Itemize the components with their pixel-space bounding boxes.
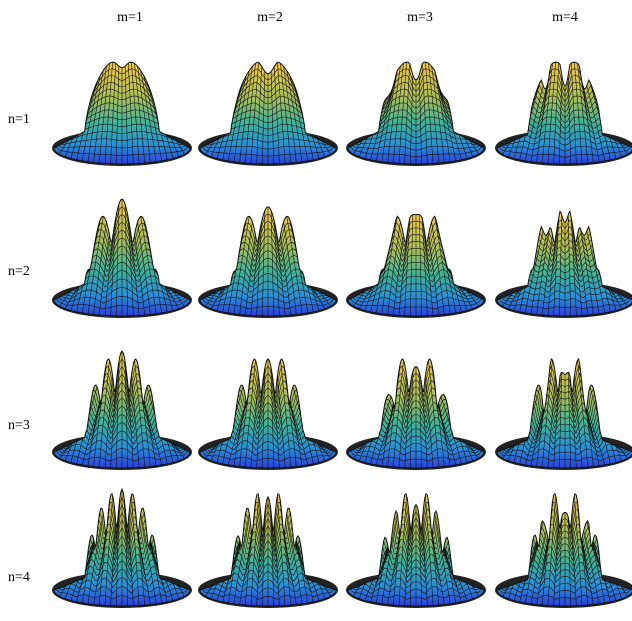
surface-plot [346, 215, 486, 319]
surface-body [497, 62, 632, 164]
surface-grid [52, 62, 632, 608]
surface-plot [495, 494, 632, 608]
surface-plot [495, 211, 632, 318]
surface-mesh [350, 215, 482, 316]
surface-plot [52, 62, 192, 166]
row-label: n=3 [8, 418, 30, 433]
surface-plot [198, 359, 338, 470]
column-label: m=4 [552, 10, 578, 25]
surface-mesh [202, 207, 334, 316]
surface-plot [346, 359, 486, 470]
surface-plot [52, 489, 192, 608]
surface-plot [495, 62, 632, 166]
row-label: n=4 [8, 570, 30, 585]
row-label: n=2 [8, 264, 30, 279]
column-label: m=3 [407, 10, 433, 25]
surface-plot [495, 359, 632, 470]
row-label: n=1 [8, 112, 30, 127]
surface-plot [346, 494, 486, 608]
surface-mesh [350, 62, 482, 164]
surface-mesh [350, 360, 482, 468]
column-label: m=2 [257, 10, 283, 25]
surface-plot [198, 62, 338, 166]
surface-plot [346, 62, 486, 166]
figure: m=1 m=2 m=3 m=4 n=1 n=2 n=3 n=4 [0, 0, 632, 621]
surface-plot [198, 207, 338, 318]
surface-plot [52, 199, 192, 318]
surface-plot [52, 351, 192, 470]
surface-plot [198, 494, 338, 608]
surface-body [497, 359, 632, 468]
column-label: m=1 [117, 10, 143, 25]
